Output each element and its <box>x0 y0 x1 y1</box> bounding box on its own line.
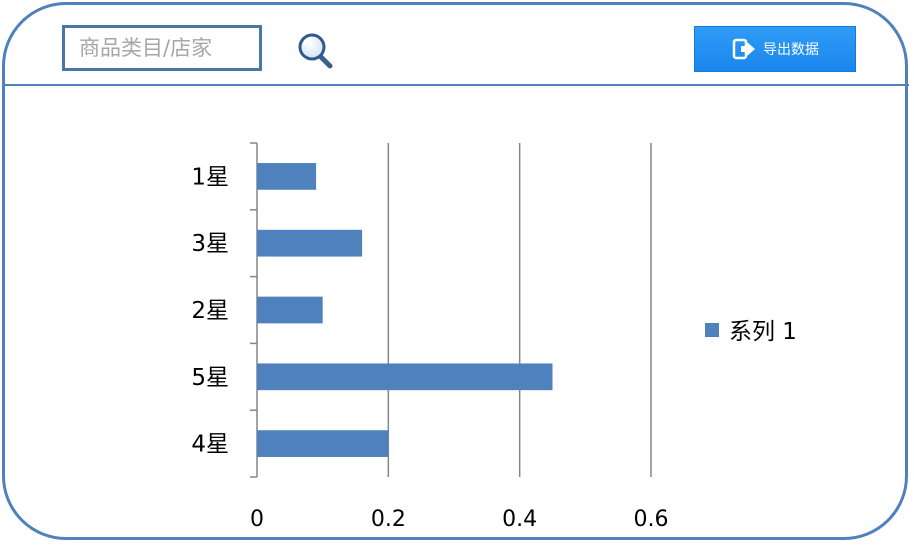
magnifier-icon <box>298 33 333 69</box>
export-data-button[interactable]: 导出数据 <box>694 26 856 72</box>
window-frame <box>2 2 908 540</box>
header-divider <box>4 84 909 86</box>
search-button[interactable] <box>294 30 334 70</box>
export-icon <box>732 38 755 60</box>
search-input[interactable] <box>62 25 262 71</box>
export-label: 导出数据 <box>763 42 819 58</box>
